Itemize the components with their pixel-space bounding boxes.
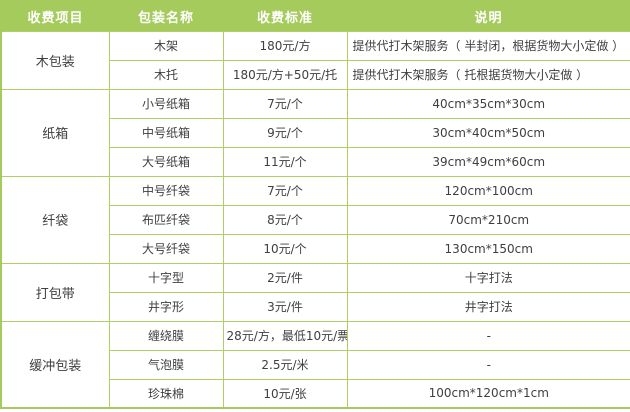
- name-cell: 木架: [108, 30, 224, 61]
- name-cell: 十字型: [108, 262, 224, 293]
- name-cell: 井字形: [108, 291, 224, 322]
- name-cell: 木托: [108, 59, 224, 90]
- price-cell: 11元/个: [222, 146, 348, 177]
- table-row: 纤袋 中号纤袋 7元/个 120cm*100cm: [0, 175, 630, 264]
- note-cell: 100cm*120cm*1cm: [346, 378, 630, 409]
- note-cell: 120cm*100cm: [346, 175, 630, 206]
- price-cell: 28元/方，最低10元/票: [222, 320, 348, 351]
- note-cell: 130cm*150cm: [346, 233, 630, 264]
- table-row: 布匹纤袋 8元/个 70cm*210cm: [1, 204, 630, 235]
- price-cell: 180元/方+50元/托: [222, 59, 348, 90]
- header-cell-package-name: 包装名称: [109, 1, 223, 31]
- table-header: 收费项目 包装名称 收费标准 说明: [1, 1, 630, 31]
- category-cell-carton: 纸箱: [0, 88, 110, 177]
- category-cell-wood-packaging: 木包装: [0, 30, 110, 90]
- note-cell: -: [346, 320, 630, 351]
- table-row: 气泡膜 2.5元/米 -: [1, 349, 630, 380]
- price-cell: 10元/张: [222, 378, 348, 409]
- price-cell: 8元/个: [222, 204, 348, 235]
- table-row: 大号纸箱 11元/个 39cm*49cm*60cm: [1, 146, 630, 177]
- table-row: 打包带 十字型 2元/件 十字打法: [0, 262, 630, 322]
- table-body: 木包装 木架 180元/方 提供代打木架服务（ 半封闭，根据货物大小定做 ） 木…: [0, 30, 630, 409]
- note-cell: 井字打法: [346, 291, 630, 322]
- header-cell-description: 说明: [347, 1, 630, 31]
- note-cell: 70cm*210cm: [346, 204, 630, 235]
- table-row: 缓冲包装 缠绕膜 28元/方，最低10元/票 -: [0, 320, 630, 409]
- note-cell: 39cm*49cm*60cm: [346, 146, 630, 177]
- table-row: 纸箱 小号纸箱 7元/个 40cm*35cm*30cm: [0, 88, 630, 177]
- price-cell: 9元/个: [222, 117, 348, 148]
- price-cell: 3元/件: [222, 291, 348, 322]
- header-cell-charge-item: 收费项目: [1, 1, 109, 31]
- header-row: 收费项目 包装名称 收费标准 说明: [1, 1, 630, 31]
- note-cell: 30cm*40cm*50cm: [346, 117, 630, 148]
- name-cell: 大号纸箱: [108, 146, 224, 177]
- price-cell: 7元/个: [222, 88, 348, 119]
- price-cell: 2元/件: [222, 262, 348, 293]
- name-cell: 大号纤袋: [108, 233, 224, 264]
- note-cell: 40cm*35cm*30cm: [346, 88, 630, 119]
- note-cell: 提供代打木架服务（ 半封闭，根据货物大小定做 ）: [346, 30, 630, 61]
- name-cell: 小号纸箱: [108, 88, 224, 119]
- price-cell: 10元/个: [222, 233, 348, 264]
- note-cell: 十字打法: [346, 262, 630, 293]
- category-cell-cushion-packaging: 缓冲包装: [0, 320, 110, 409]
- name-cell: 布匹纤袋: [108, 204, 224, 235]
- name-cell: 缠绕膜: [108, 320, 224, 351]
- note-cell: -: [346, 349, 630, 380]
- table-row: 珍珠棉 10元/张 100cm*120cm*1cm: [1, 378, 630, 409]
- name-cell: 中号纸箱: [108, 117, 224, 148]
- table-row: 木包装 木架 180元/方 提供代打木架服务（ 半封闭，根据货物大小定做 ）: [0, 30, 630, 90]
- name-cell: 气泡膜: [108, 349, 224, 380]
- note-cell: 提供代打木架服务（ 托根据货物大小定做 ）: [346, 59, 630, 90]
- name-cell: 珍珠棉: [108, 378, 224, 409]
- table-row: 大号纤袋 10元/个 130cm*150cm: [1, 233, 630, 264]
- category-cell-fiber-bag: 纤袋: [0, 175, 110, 264]
- header-cell-charge-standard: 收费标准: [223, 1, 347, 31]
- table-row: 井字形 3元/件 井字打法: [1, 291, 630, 322]
- name-cell: 中号纤袋: [108, 175, 224, 206]
- price-cell: 7元/个: [222, 175, 348, 206]
- price-cell: 2.5元/米: [222, 349, 348, 380]
- price-cell: 180元/方: [222, 30, 348, 61]
- category-cell-strapping: 打包带: [0, 262, 110, 322]
